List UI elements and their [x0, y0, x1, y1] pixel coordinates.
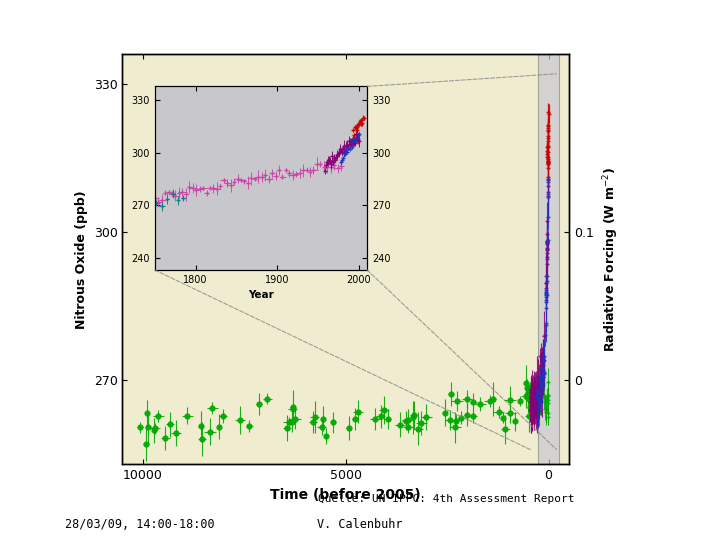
X-axis label: Time (before 2005): Time (before 2005) [270, 488, 421, 502]
Text: Quelle: UN IPPC: 4th Assessment Report: Quelle: UN IPPC: 4th Assessment Report [318, 494, 575, 504]
Text: 28/03/09, 14:00-18:00: 28/03/09, 14:00-18:00 [65, 518, 215, 531]
Bar [539, 54, 559, 464]
X-axis label: Year: Year [248, 291, 274, 300]
Text: V. Calenbuhr: V. Calenbuhr [317, 518, 402, 531]
Y-axis label: Nitrous Oxide (ppb): Nitrous Oxide (ppb) [75, 190, 88, 328]
Y-axis label: Radiative Forcing (W m$^{-2}$): Radiative Forcing (W m$^{-2}$) [602, 167, 621, 352]
